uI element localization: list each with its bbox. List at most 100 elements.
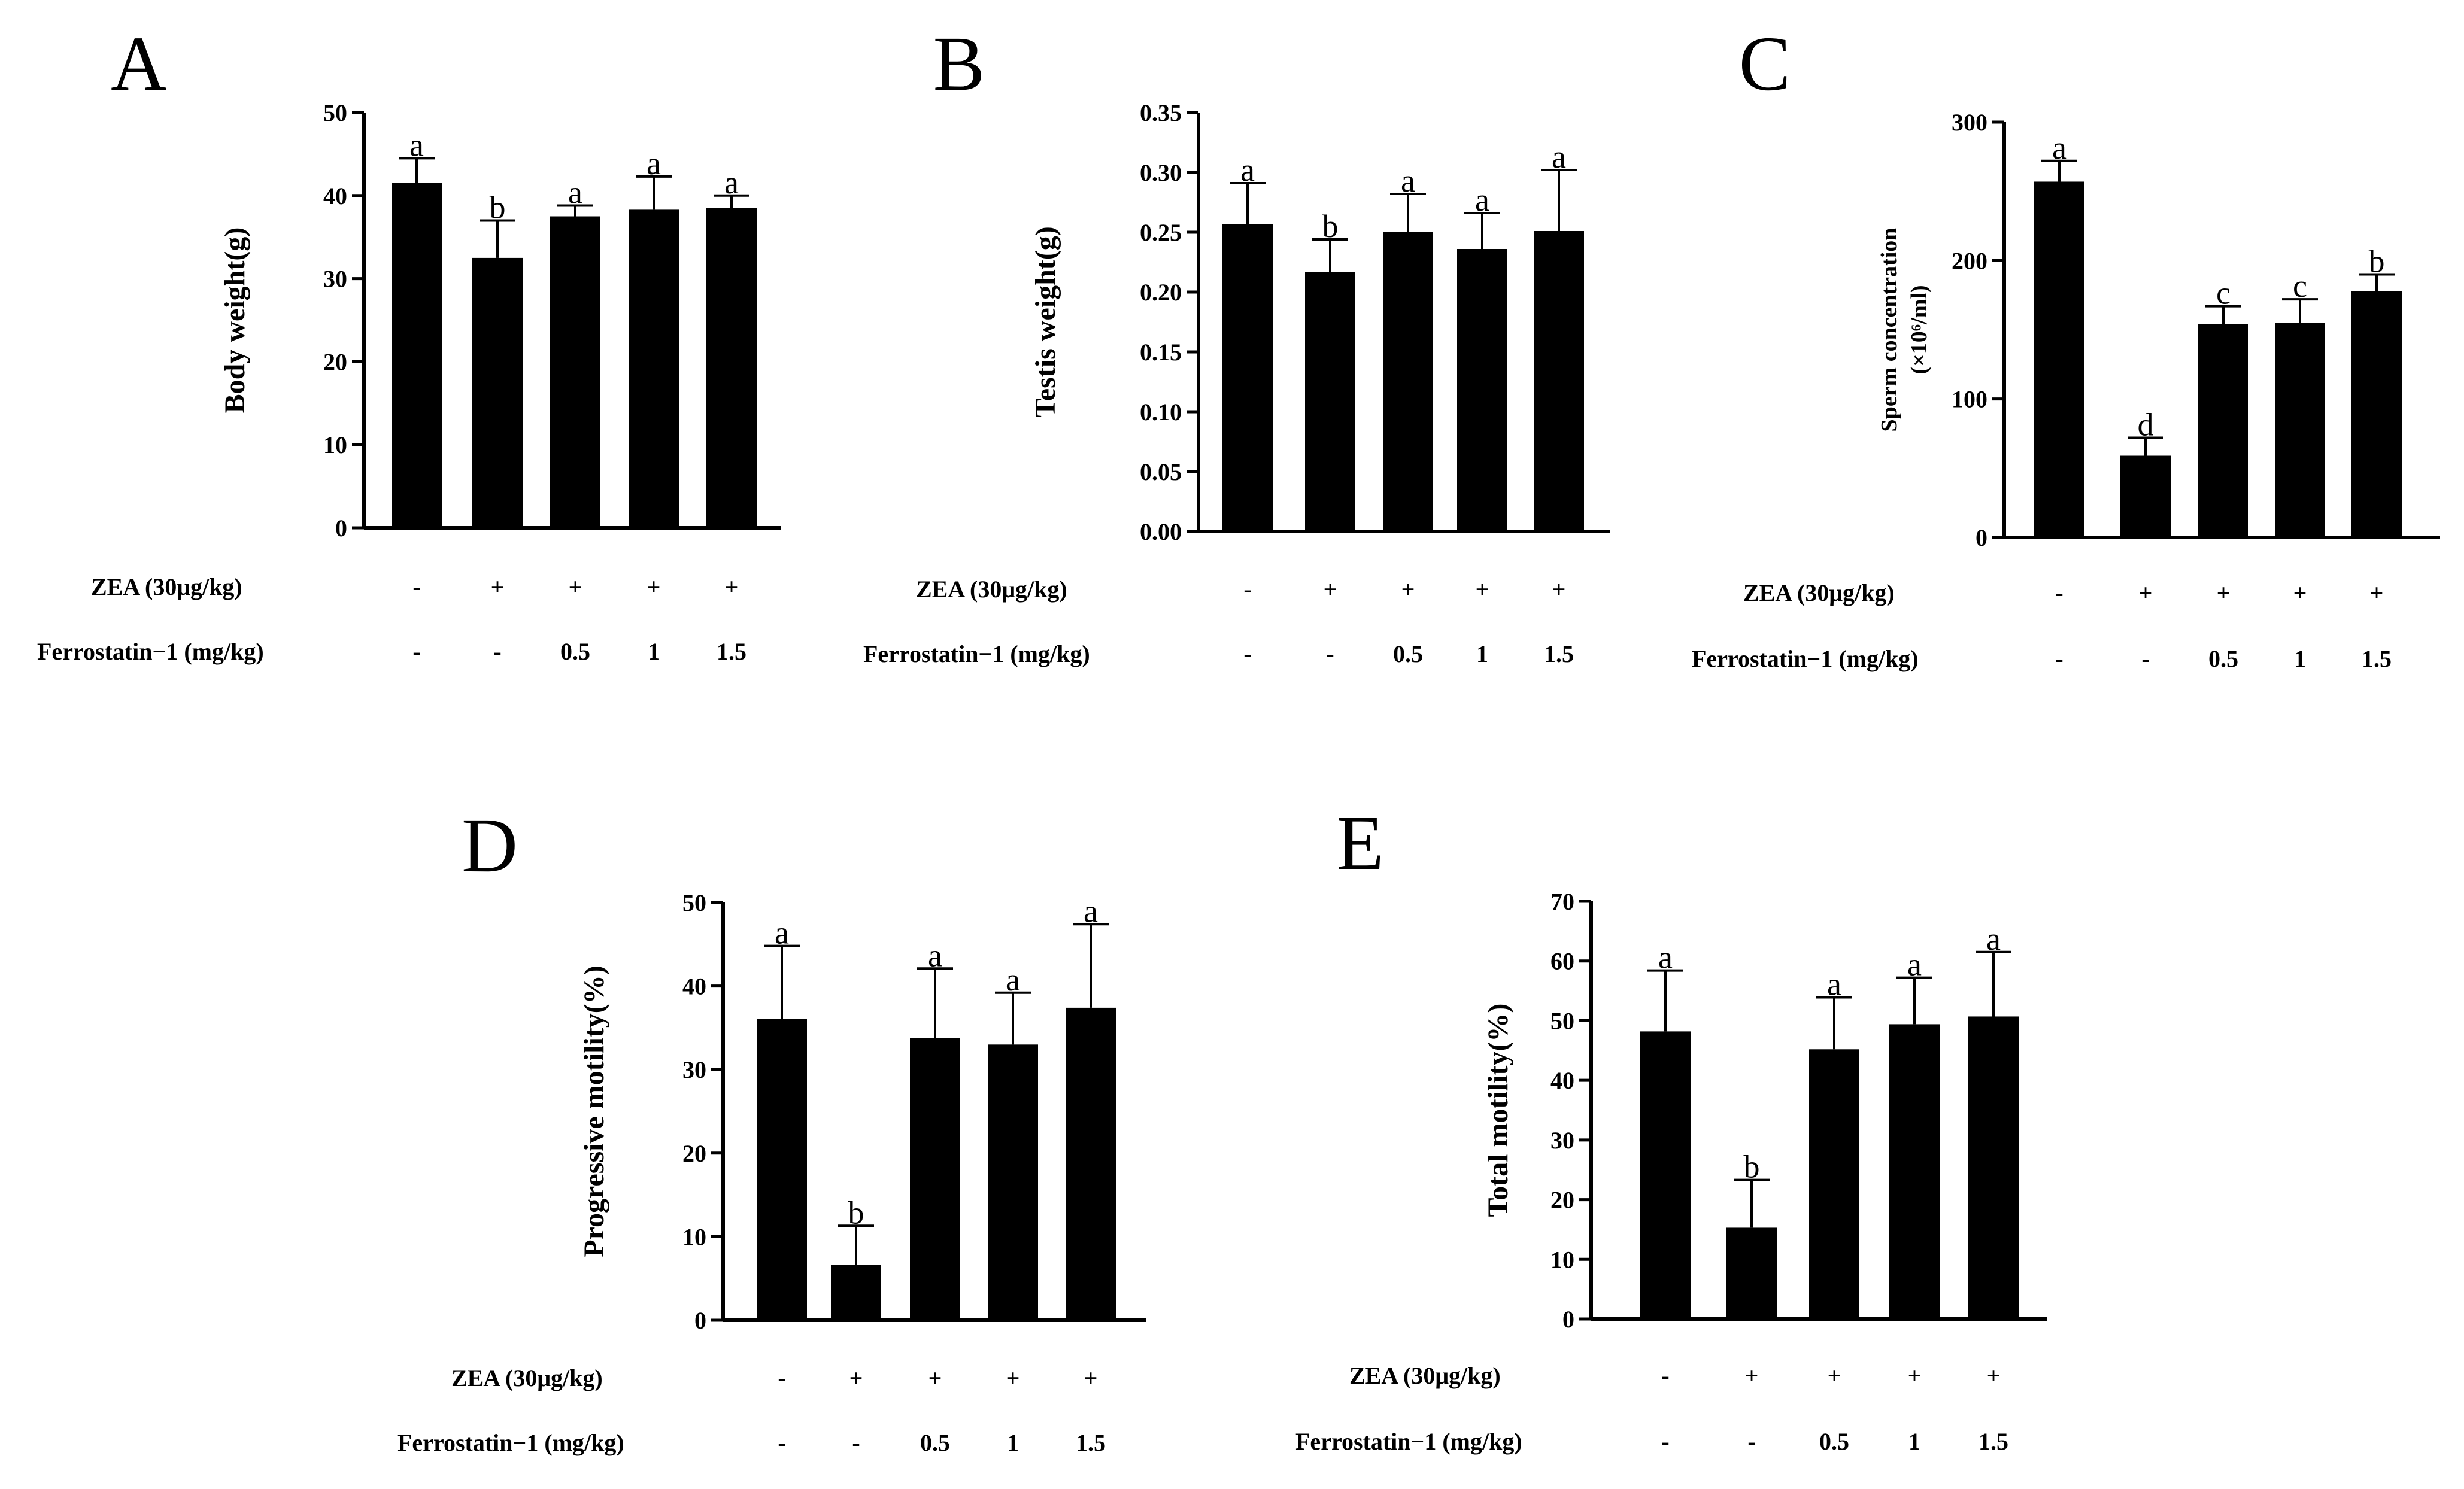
significance-letter: a (1986, 921, 2001, 957)
ferrostatin-value: 1 (1007, 1429, 1019, 1456)
bar (706, 208, 757, 528)
significance-letter: a (1475, 182, 1489, 218)
ferrostatin-value: 0.5 (560, 638, 590, 665)
y-tick-label: 30 (682, 1056, 706, 1083)
y-tick-label: 0.10 (1140, 399, 1182, 426)
y-axis-label: Progressive motility(%) (578, 965, 610, 1257)
significance-letter: b (490, 189, 506, 225)
zea-value: + (849, 1365, 863, 1391)
significance-letter: a (1658, 940, 1673, 976)
ferrostatin-value: 1.5 (1544, 640, 1574, 667)
significance-letter: c (2293, 268, 2307, 304)
y-axis-label: Sperm concentration (1877, 228, 1902, 432)
y-tick-label: 100 (1952, 386, 1987, 413)
significance-letter: c (2216, 275, 2231, 311)
zea-value: - (1661, 1362, 1669, 1389)
ferrostatin-row-label: Ferrostatin−1 (mg/kg) (397, 1429, 624, 1456)
significance-letter: b (1322, 208, 1339, 244)
y-tick-label: 0 (1976, 524, 1987, 551)
zea-value: + (1987, 1362, 2001, 1389)
zea-row-label: ZEA (30μg/kg) (91, 573, 242, 600)
panel-letter: A (111, 21, 167, 107)
bar (550, 216, 600, 528)
ferrostatin-value: 1 (1908, 1428, 1920, 1455)
y-tick-label: 0 (694, 1307, 706, 1334)
zea-row-label: ZEA (30μg/kg) (916, 576, 1067, 603)
bar (910, 1038, 960, 1320)
significance-letter: a (1907, 947, 1922, 983)
ferrostatin-value: - (1326, 640, 1334, 667)
y-tick-label: 20 (682, 1140, 706, 1167)
bar (1066, 1007, 1116, 1320)
significance-letter: b (848, 1195, 864, 1230)
y-tick-label: 40 (682, 973, 706, 1000)
ferrostatin-value: - (852, 1429, 860, 1456)
bar (1726, 1227, 1777, 1319)
ferrostatin-value: - (1747, 1428, 1755, 1455)
ferrostatin-value: - (412, 638, 420, 665)
ferrostatin-value: - (778, 1429, 785, 1456)
bar (1305, 272, 1355, 531)
bar (1889, 1024, 1940, 1319)
y-tick-label: 40 (323, 183, 347, 209)
significance-letter: a (1552, 139, 1566, 175)
zea-value: + (1745, 1362, 1759, 1389)
bar (1457, 249, 1507, 531)
bar (1640, 1031, 1691, 1319)
y-tick-label: 0.00 (1140, 518, 1182, 545)
bar (2120, 455, 2171, 537)
y-tick-label: 300 (1952, 109, 1987, 136)
y-tick-label: 50 (1550, 1007, 1574, 1034)
bar (1968, 1016, 2019, 1319)
chart-c: C 0 100 200 300 Sperm concentration (×10⁶/ml) a… (1692, 21, 2440, 672)
significance-letter: a (568, 174, 582, 210)
significance-letter: b (1744, 1149, 1760, 1185)
zea-value: + (2293, 579, 2307, 606)
significance-letter: a (724, 165, 739, 200)
zea-value: + (647, 573, 661, 600)
ferrostatin-value: 1.5 (1979, 1428, 2008, 1455)
y-tick-label: 0.25 (1140, 219, 1182, 246)
ferrostatin-value: 1.5 (2362, 645, 2392, 672)
y-tick-label: 50 (682, 889, 706, 916)
y-tick-label: 20 (1550, 1187, 1574, 1214)
ferrostatin-value: 0.5 (1393, 640, 1423, 667)
chart-d: D 0 10 20 30 40 50 Progressive motility(%) a b a a a… (397, 803, 1146, 1456)
bar (2351, 291, 2402, 537)
zea-value: - (778, 1365, 785, 1391)
ferrostatin-value: - (2141, 645, 2149, 672)
y-tick-label: 60 (1550, 948, 1574, 975)
bar (2275, 323, 2325, 537)
significance-letter: a (1401, 163, 1415, 199)
panel-letter: C (1739, 21, 1791, 107)
chart-a: A 0 10 20 30 40 50 Body weight(g) a b a a a ZEA (30μg… (37, 21, 781, 665)
y-tick-label: 10 (323, 431, 347, 458)
zea-value: + (725, 573, 739, 600)
zea-value: + (1401, 576, 1415, 603)
chart-b: B 0.00 0.05 0.10 0.15 0.20 0.25 0.30 0.35 Testis … (863, 21, 1610, 667)
significance-letter: a (2052, 130, 2067, 166)
ferrostatin-row-label: Ferrostatin−1 (mg/kg) (863, 640, 1090, 667)
zea-row-label: ZEA (30μg/kg) (451, 1365, 603, 1391)
significance-letter: a (928, 937, 942, 973)
ferrostatin-value: - (1661, 1428, 1669, 1455)
zea-value: + (1084, 1365, 1098, 1391)
panel-letter: D (462, 803, 518, 889)
y-tick-label: 10 (682, 1223, 706, 1250)
ferrostatin-value: 1 (1476, 640, 1488, 667)
bar (2034, 181, 2084, 537)
y-tick-label: 40 (1550, 1067, 1574, 1094)
ferrostatin-value: - (2055, 645, 2063, 672)
zea-row-label: ZEA (30μg/kg) (1743, 579, 1895, 606)
significance-letter: a (1006, 962, 1020, 998)
ferrostatin-value: - (493, 638, 501, 665)
bar (988, 1044, 1038, 1320)
bar (629, 209, 679, 528)
ferrostatin-value: 0.5 (1819, 1428, 1849, 1455)
panel-letter: B (933, 21, 985, 107)
zea-value: + (2217, 579, 2231, 606)
y-tick-label: 30 (323, 266, 347, 293)
y-tick-label: 0 (1562, 1306, 1574, 1333)
zea-value: + (1552, 576, 1566, 603)
